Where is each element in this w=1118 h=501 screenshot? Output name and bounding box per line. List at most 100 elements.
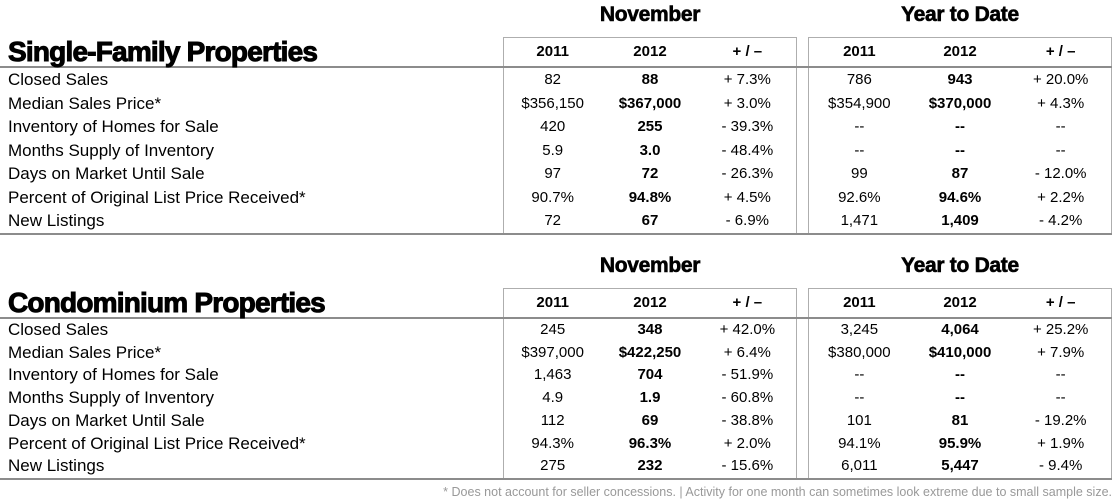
november-subheader-box: 2011 2012 + / – (503, 37, 797, 66)
row-label: Months Supply of Inventory (8, 388, 215, 408)
section-condominium: November Year to Date Condominium Proper… (0, 251, 1112, 481)
cell-ytd-2012: 87 (951, 165, 969, 183)
column-header-change: + / – (1045, 43, 1076, 60)
column-header-2012: 2012 (633, 43, 667, 60)
cell-ytd-2012: 94.6% (938, 188, 982, 206)
november-values-box: 97 72 - 26.3% (503, 162, 797, 186)
column-header-change: + / – (732, 293, 763, 311)
november-values-box: 82 88 + 7.3% (503, 68, 797, 92)
cell-nov-2011: 112 (540, 411, 565, 429)
cell-ytd-2011: 786 (846, 71, 872, 88)
section-single-family: November Year to Date Single-Family Prop… (0, 0, 1112, 235)
column-gap (797, 410, 808, 433)
november-values-box: $397,000 $422,250 + 6.4% (503, 341, 797, 365)
cell-ytd-change: - 19.2% (1034, 411, 1087, 429)
column-gap (797, 115, 808, 139)
cell-nov-2011: 90.7% (531, 188, 574, 206)
cell-ytd-2011: 6,011 (841, 457, 878, 475)
cell-ytd-2011: 1,471 (840, 212, 879, 230)
cell-ytd-change: -- (1055, 366, 1066, 384)
cell-nov-2012: 88 (641, 71, 659, 88)
cell-ytd-2011: 99 (850, 165, 868, 183)
cell-ytd-2012: 5,447 (941, 457, 979, 475)
ytd-values-box: 101 81 - 19.2% (808, 409, 1112, 433)
cell-nov-2011: 82 (544, 71, 561, 88)
cell-ytd-2011: -- (854, 118, 865, 136)
cell-nov-change: - 48.4% (721, 141, 774, 159)
row-label: New Listings (8, 211, 105, 231)
column-gap (797, 455, 808, 478)
cell-ytd-2012: -- (955, 141, 965, 159)
cell-ytd-2012: -- (955, 366, 965, 384)
ytd-values-box: 92.6% 94.6% + 2.2% (808, 185, 1112, 210)
ytd-values-box: $380,000 $410,000 + 7.9% (808, 341, 1112, 365)
column-gap (797, 162, 808, 186)
cell-nov-change: - 51.9% (721, 366, 774, 384)
cell-ytd-2011: 3,245 (840, 320, 879, 338)
row-label: Closed Sales (8, 70, 109, 89)
ytd-values-box: 6,011 5,447 - 9.4% (808, 455, 1112, 479)
cell-nov-2011: 245 (540, 320, 566, 338)
cell-nov-2012: 1.9 (639, 389, 661, 407)
ytd-values-box: -- -- -- (808, 115, 1112, 139)
cell-ytd-2011: 101 (846, 411, 872, 429)
column-gap (797, 92, 808, 116)
cell-ytd-2011: -- (854, 141, 865, 159)
cell-ytd-2011: -- (854, 366, 865, 384)
subheader-row: Condominium Properties 2011 2012 + / – 2… (0, 286, 1112, 319)
column-header-2011: 2011 (536, 43, 569, 60)
cell-nov-2011: 72 (544, 212, 561, 230)
november-values-box: 1,463 704 - 51.9% (503, 364, 797, 388)
table-row: Inventory of Homes for Sale 1,463 704 - … (0, 364, 1112, 388)
table-row: Months Supply of Inventory 5.9 3.0 - 48.… (0, 138, 1112, 163)
column-header-2012: 2012 (943, 293, 977, 311)
cell-nov-2012: 96.3% (628, 434, 672, 452)
row-label: Median Sales Price* (8, 342, 162, 362)
column-gap (797, 37, 808, 66)
cell-nov-2012: 69 (641, 411, 659, 429)
cell-nov-2011: 4.9 (542, 389, 564, 407)
cell-ytd-2011: $380,000 (828, 343, 891, 361)
cell-ytd-change: - 9.4% (1039, 457, 1083, 475)
row-label: Days on Market Until Sale (8, 164, 205, 184)
table-row: New Listings 275 232 - 15.6% 6,011 5,447… (0, 455, 1112, 479)
cell-ytd-2012: -- (955, 389, 965, 407)
row-label: New Listings (8, 456, 105, 476)
cell-ytd-2012: 95.9% (938, 434, 982, 452)
cell-nov-2012: 704 (637, 366, 663, 384)
column-gap (797, 342, 808, 365)
cell-nov-2012: 255 (637, 118, 663, 136)
section-title-condominium: Condominium Properties (8, 286, 327, 318)
november-values-box: 275 232 - 15.6% (503, 455, 797, 479)
table-row: Median Sales Price* $397,000 $422,250 + … (0, 341, 1112, 365)
cell-nov-2012: $367,000 (618, 94, 682, 112)
ytd-values-box: 786 943 + 20.0% (808, 68, 1112, 92)
group-header-november: November (599, 3, 701, 27)
group-header-november: November (599, 253, 701, 278)
column-gap (797, 68, 808, 92)
table-row: Months Supply of Inventory 4.9 1.9 - 60.… (0, 387, 1112, 410)
footnote: * Does not account for seller concession… (443, 485, 1112, 500)
cell-nov-change: + 3.0% (723, 94, 771, 112)
cell-ytd-2012: 943 (947, 71, 973, 88)
cell-nov-change: + 6.4% (723, 343, 771, 361)
cell-nov-2011: 5.9 (542, 141, 564, 159)
cell-ytd-change: + 1.9% (1037, 434, 1085, 452)
cell-nov-2012: 348 (637, 320, 663, 338)
column-header-change: + / – (732, 43, 763, 60)
november-values-box: 94.3% 96.3% + 2.0% (503, 432, 797, 456)
ytd-values-box: 3,245 4,064 + 25.2% (808, 318, 1112, 342)
column-gap (797, 433, 808, 456)
november-values-box: 112 69 - 38.8% (503, 409, 797, 433)
row-label: Inventory of Homes for Sale (8, 365, 219, 385)
cell-nov-2011: $397,000 (521, 343, 584, 361)
group-header-row: November Year to Date (0, 0, 1112, 37)
cell-nov-2012: 232 (637, 457, 663, 475)
november-values-box: 90.7% 94.8% + 4.5% (503, 185, 797, 210)
cell-ytd-2011: 92.6% (838, 188, 881, 206)
cell-nov-2012: 94.8% (628, 188, 672, 206)
table-row: Days on Market Until Sale 112 69 - 38.8%… (0, 409, 1112, 433)
cell-nov-change: + 42.0% (719, 320, 776, 338)
row-label: Months Supply of Inventory (8, 140, 215, 160)
